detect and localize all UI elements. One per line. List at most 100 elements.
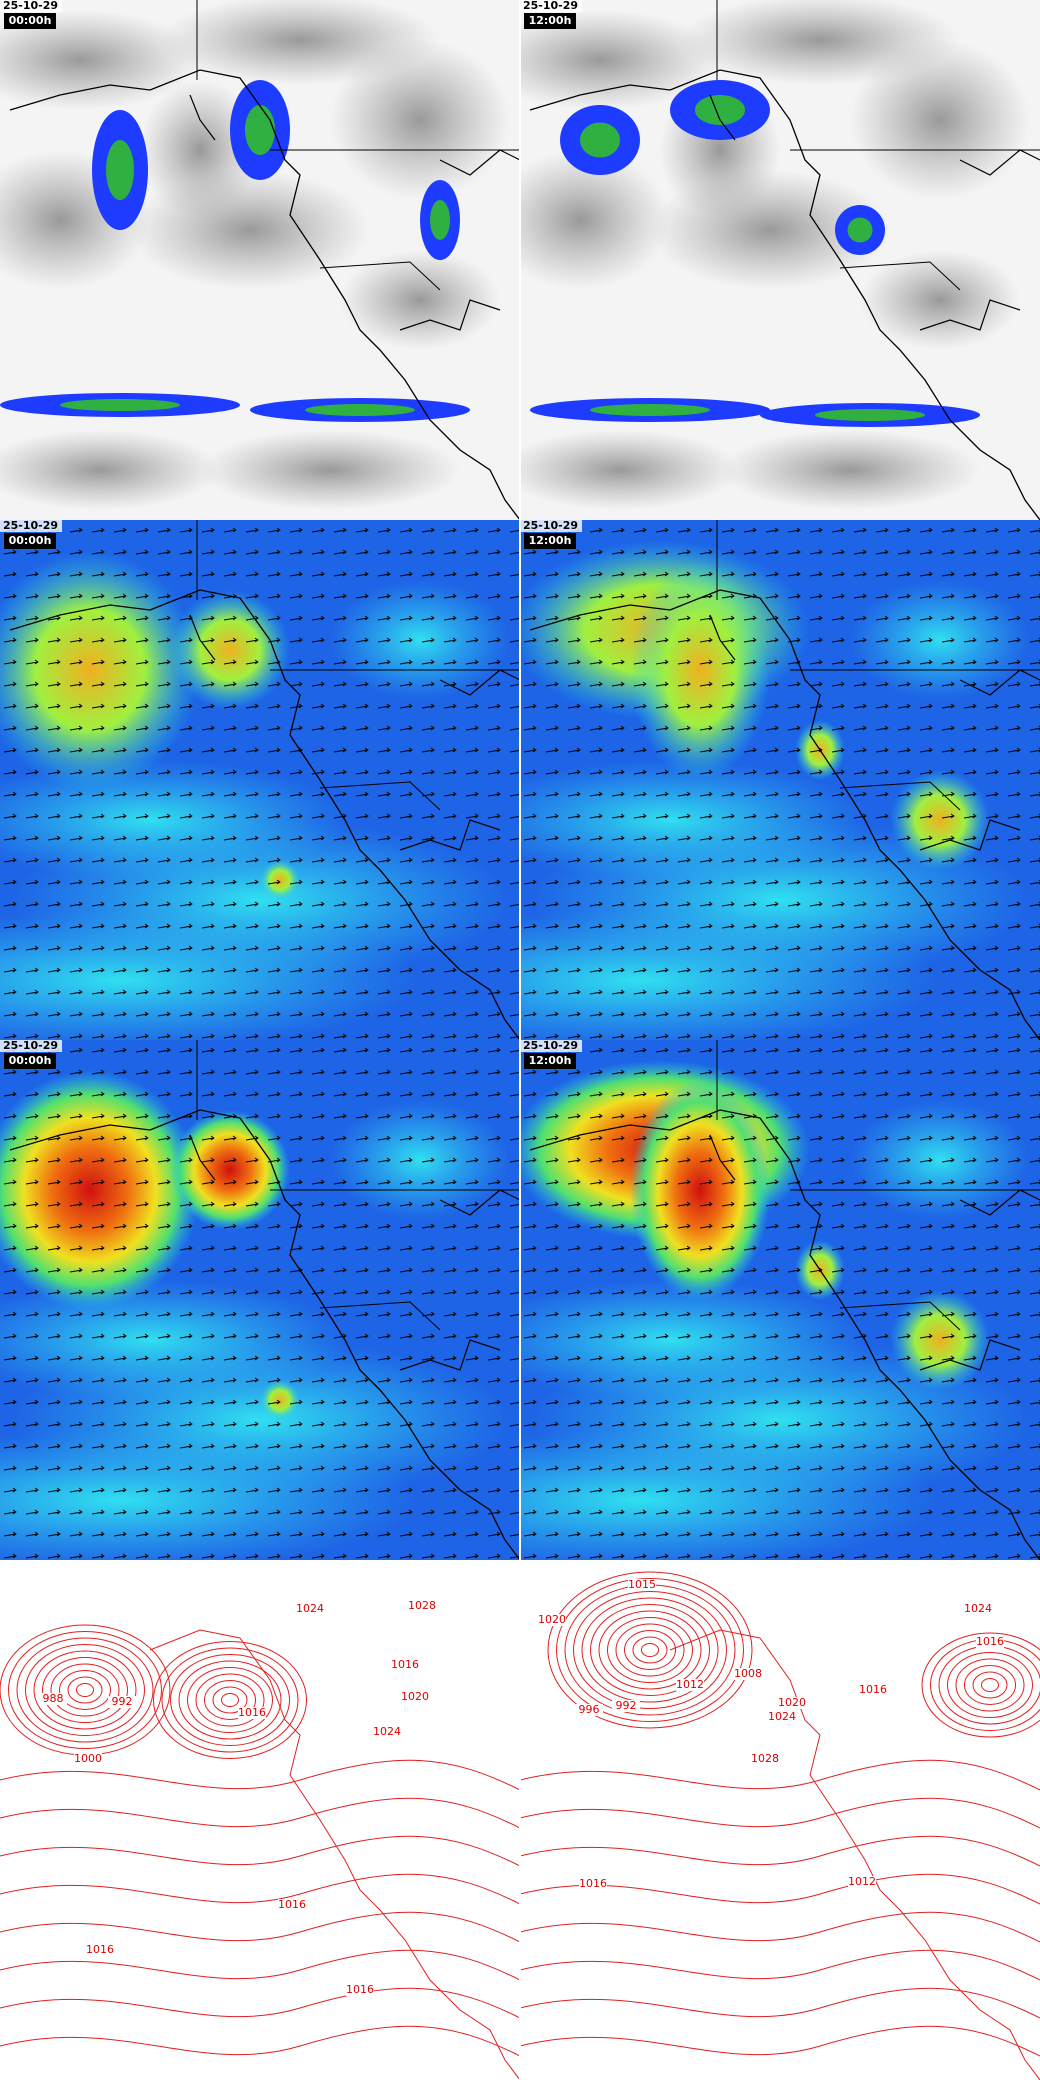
blob	[520, 430, 740, 510]
isobar	[547, 1571, 753, 1729]
blob	[520, 10, 720, 110]
label-bg	[848, 1876, 876, 1888]
label-bg	[964, 1603, 992, 1615]
date-label: 25-10-29	[523, 0, 578, 12]
isobar-label: 996	[579, 1703, 600, 1716]
time-label: 12:00h	[529, 14, 572, 27]
time-bg	[524, 533, 576, 549]
isobar-label: 1024	[373, 1725, 401, 1738]
date-bg	[520, 520, 582, 532]
isobar	[170, 1654, 290, 1746]
border-line	[716, 1040, 1040, 1331]
border-line	[196, 520, 520, 811]
date-label: 25-10-29	[3, 519, 58, 532]
blob	[0, 430, 220, 510]
isobar	[25, 1644, 145, 1736]
label-bg	[859, 1684, 887, 1696]
isobar-label: 1028	[408, 1599, 436, 1612]
isobar	[520, 2025, 1040, 2057]
isobar	[581, 1597, 719, 1703]
isobar-label: 1024	[964, 1602, 992, 1615]
time-label: 12:00h	[529, 1054, 572, 1067]
border-line	[716, 520, 1040, 811]
blob	[720, 430, 980, 510]
blob	[520, 150, 670, 290]
time-label: 00:00h	[9, 534, 52, 547]
label-bg	[278, 1899, 306, 1911]
isobar-label: 1024	[296, 1602, 324, 1615]
isobar	[161, 1647, 299, 1753]
isobar	[598, 1610, 702, 1690]
label-bg	[768, 1711, 796, 1723]
coastline	[149, 1629, 520, 2080]
label-bg	[74, 1753, 102, 1765]
coastline	[9, 604, 520, 851]
isobar-label: 1008	[734, 1667, 762, 1680]
blob	[430, 200, 450, 240]
wind-arrows	[520, 520, 1040, 1040]
label-bg	[575, 1704, 603, 1716]
date-label: 25-10-29	[523, 1039, 578, 1052]
isobar	[947, 1652, 1033, 1718]
isobar	[590, 1604, 710, 1696]
date-bg	[0, 1040, 62, 1052]
coastline	[529, 84, 1040, 331]
date-label: 25-10-29	[3, 0, 58, 12]
map-panel: 1015102010241016100810129929961020102410…	[520, 1560, 1040, 2080]
isobar	[50, 1663, 120, 1717]
isobar-label: 992	[616, 1699, 637, 1712]
isobar	[0, 1949, 520, 1981]
isobar	[921, 1632, 1040, 1738]
background	[0, 1560, 520, 2080]
date-bg	[0, 0, 62, 12]
isobar	[212, 1686, 248, 1714]
label-bg	[108, 1696, 136, 1708]
blob	[106, 140, 134, 200]
blob	[305, 404, 415, 416]
isobar	[0, 1987, 520, 2019]
isobar	[0, 1911, 520, 1943]
time-label: 00:00h	[9, 14, 52, 27]
isobar	[615, 1623, 685, 1677]
isobar-label: 1028	[751, 1752, 779, 1765]
map-panel: 1024 1028 1016 1020 988 992 1000 1016 1024 1016 10…	[0, 1560, 520, 2080]
isobar	[59, 1670, 111, 1710]
isobar	[204, 1680, 256, 1720]
label-bg	[39, 1693, 67, 1705]
border-line	[196, 0, 520, 291]
isobar	[520, 1873, 1040, 1905]
date-bg	[520, 0, 582, 12]
label-bg	[628, 1579, 656, 1591]
isobar-label: 1016	[278, 1898, 306, 1911]
isobar-label: 1020	[538, 1613, 566, 1626]
isobar-label: 1012	[676, 1678, 704, 1691]
time-bg	[4, 533, 56, 549]
isobar	[607, 1617, 693, 1683]
isobar	[632, 1636, 668, 1664]
label-bg	[346, 1984, 374, 1996]
coastline	[149, 69, 520, 520]
isobar-label: 1016	[579, 1877, 607, 1890]
isobar	[520, 1759, 1040, 1791]
blob	[847, 217, 873, 243]
label-bg	[976, 1636, 1004, 1648]
isobar	[8, 1631, 162, 1749]
blob	[200, 430, 460, 510]
date-bg	[0, 520, 62, 532]
isobar	[0, 1835, 520, 1867]
blob	[580, 122, 620, 158]
label-bg	[751, 1753, 779, 1765]
blob	[0, 10, 200, 110]
isobar	[0, 2025, 520, 2057]
isobar	[520, 1835, 1040, 1867]
isobar	[16, 1637, 154, 1743]
isobar-label: 1020	[401, 1690, 429, 1703]
label-bg	[238, 1707, 266, 1719]
wind-arrows	[520, 1040, 1040, 1560]
isobar-label: 1016	[391, 1658, 419, 1671]
label-bg	[391, 1659, 419, 1671]
isobar-label: 1016	[859, 1683, 887, 1696]
blob	[590, 404, 710, 416]
